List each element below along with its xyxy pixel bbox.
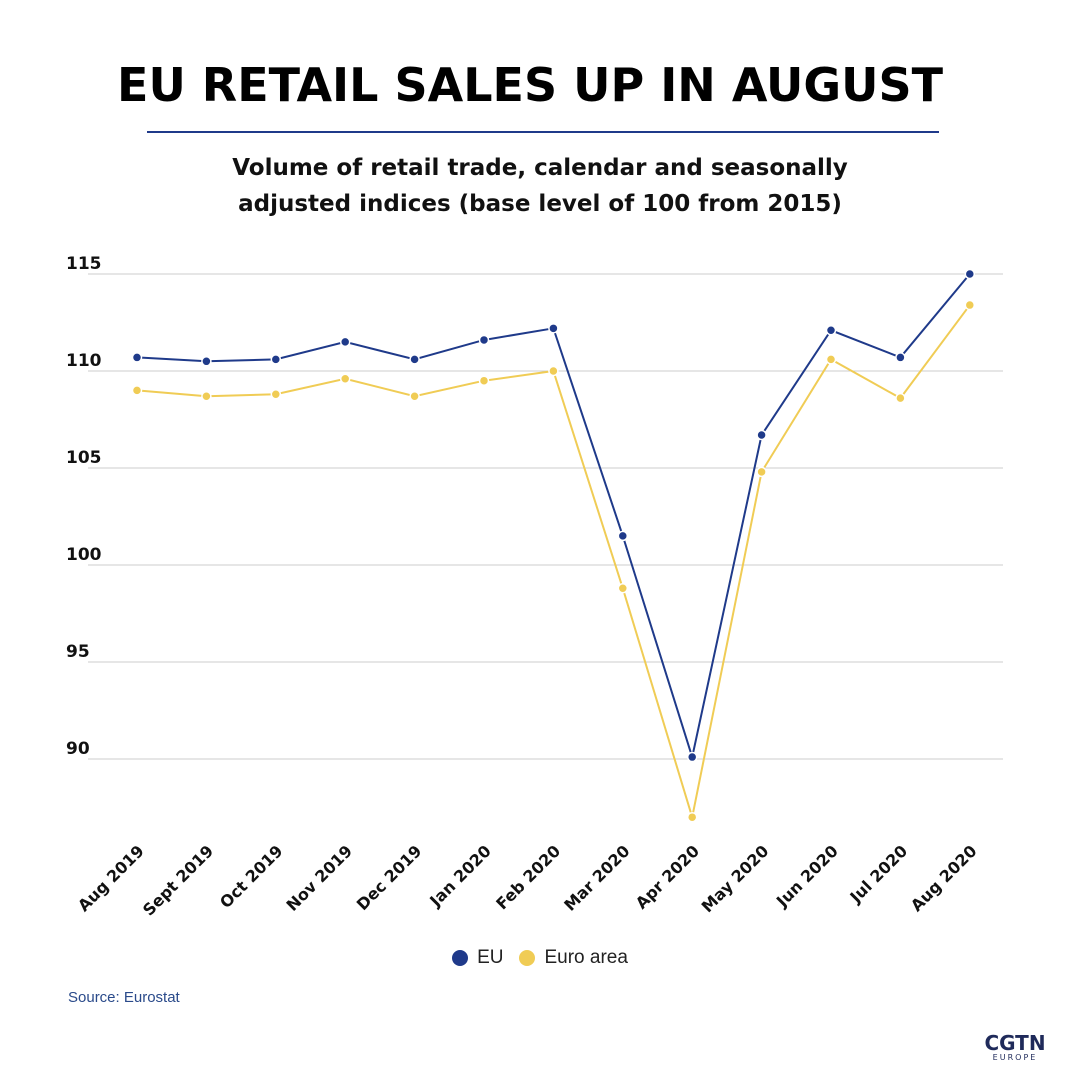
y-tick-label-90: 90 bbox=[66, 739, 90, 759]
x-tick-label-4: Dec 2019 bbox=[353, 841, 426, 914]
x-tick-label-6: Feb 2020 bbox=[492, 841, 564, 913]
chart-title: EU RETAIL SALES UP IN AUGUST bbox=[117, 58, 943, 112]
x-tick-label-1: Sept 2019 bbox=[139, 841, 217, 919]
data-point-eu-11 bbox=[895, 352, 906, 363]
data-point-euro-area-7 bbox=[617, 583, 629, 594]
data-point-euro-area-0 bbox=[131, 385, 143, 396]
x-tick-label-10: Jun 2020 bbox=[772, 841, 842, 911]
legend-item-eu: EU bbox=[452, 947, 503, 969]
logo-subtext: EUROPE bbox=[992, 1053, 1038, 1062]
logo-wordmark: CGTN bbox=[984, 1031, 1046, 1055]
data-point-eu-9 bbox=[756, 429, 767, 441]
title-divider bbox=[147, 131, 939, 133]
legend-item-euro-area: Euro area bbox=[519, 947, 628, 969]
cgtn-europe-logo: CGTN EUROPE bbox=[978, 1033, 1052, 1063]
data-point-eu-8 bbox=[686, 751, 698, 763]
x-tick-label-8: Apr 2020 bbox=[632, 841, 703, 912]
data-point-eu-12 bbox=[964, 268, 976, 280]
subtitle-line-2: adjusted indices (base level of 100 from… bbox=[238, 191, 842, 217]
y-tick-label-105: 105 bbox=[66, 448, 102, 468]
data-point-eu-6 bbox=[548, 323, 559, 334]
data-point-euro-area-1 bbox=[201, 390, 212, 402]
x-tick-label-12: Aug 2020 bbox=[907, 841, 981, 915]
legend-marker-eu bbox=[452, 950, 469, 966]
data-point-euro-area-9 bbox=[756, 466, 767, 478]
data-point-euro-area-8 bbox=[686, 811, 698, 823]
x-tick-label-7: Mar 2020 bbox=[560, 841, 633, 914]
data-point-euro-area-6 bbox=[548, 365, 559, 377]
x-tick-label-11: Jul 2020 bbox=[846, 841, 912, 907]
data-point-eu-1 bbox=[201, 356, 212, 367]
chart-legend: EU Euro area bbox=[0, 947, 1080, 969]
y-tick-label-115: 115 bbox=[66, 254, 102, 274]
x-tick-label-3: Nov 2019 bbox=[283, 841, 356, 914]
series-line-eu bbox=[136, 273, 971, 761]
legend-label-euro-area: Euro area bbox=[544, 947, 628, 968]
data-point-euro-area-11 bbox=[895, 392, 906, 404]
data-point-euro-area-2 bbox=[270, 389, 282, 400]
data-point-eu-5 bbox=[478, 334, 490, 346]
data-point-eu-7 bbox=[617, 530, 629, 542]
data-point-eu-4 bbox=[409, 354, 420, 365]
data-point-euro-area-4 bbox=[409, 390, 420, 402]
source-note: Source: Eurostat bbox=[68, 989, 180, 1006]
data-point-eu-10 bbox=[825, 325, 837, 336]
x-tick-label-2: Oct 2019 bbox=[216, 841, 287, 912]
data-point-euro-area-3 bbox=[339, 373, 351, 385]
data-point-eu-0 bbox=[131, 352, 143, 363]
data-point-euro-area-12 bbox=[964, 299, 976, 311]
subtitle-line-1: Volume of retail trade, calendar and sea… bbox=[232, 155, 848, 181]
y-tick-label-100: 100 bbox=[66, 545, 102, 565]
data-point-euro-area-5 bbox=[478, 375, 490, 386]
y-tick-label-110: 110 bbox=[66, 351, 102, 371]
legend-label-eu: EU bbox=[477, 947, 504, 968]
y-tick-label-95: 95 bbox=[66, 642, 90, 662]
x-tick-label-5: Jan 2020 bbox=[425, 841, 494, 910]
x-tick-label-0: Aug 2019 bbox=[74, 841, 148, 915]
data-point-eu-2 bbox=[270, 354, 282, 365]
x-tick-label-9: May 2020 bbox=[698, 841, 773, 916]
chart-subtitle: Volume of retail trade, calendar and sea… bbox=[190, 150, 890, 222]
legend-marker-euro-area bbox=[519, 950, 536, 966]
data-point-eu-3 bbox=[339, 336, 351, 348]
series-line-euro-area bbox=[136, 304, 971, 818]
data-point-euro-area-10 bbox=[825, 354, 837, 365]
